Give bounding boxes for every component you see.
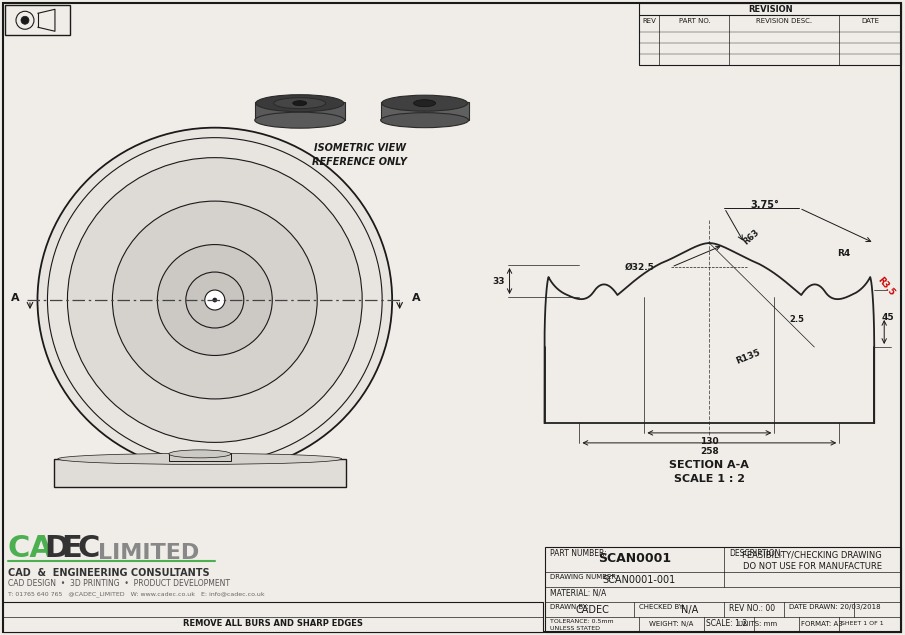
Text: WEIGHT: N/A: WEIGHT: N/A: [649, 621, 693, 627]
Bar: [545, 547, 901, 632]
Text: CAD  &  ENGINEERING CONSULTANTS: CAD & ENGINEERING CONSULTANTS: [8, 568, 210, 578]
Text: CA: CA: [8, 534, 54, 563]
Text: SCALE: 1:2: SCALE: 1:2: [707, 619, 748, 628]
Text: MATERIAL: N/A: MATERIAL: N/A: [549, 589, 605, 598]
Text: R63: R63: [741, 228, 761, 246]
Text: 45: 45: [881, 312, 894, 321]
Text: PART NO.: PART NO.: [679, 18, 710, 24]
Text: REV: REV: [643, 18, 656, 24]
Text: ISOMETRIC VIEW
REFERENCE ONLY: ISOMETRIC VIEW REFERENCE ONLY: [312, 143, 407, 167]
Text: SHEET 1 OF 1: SHEET 1 OF 1: [842, 621, 884, 626]
Bar: [381, 102, 469, 120]
Ellipse shape: [292, 101, 307, 105]
Text: UNLESS STATED: UNLESS STATED: [549, 625, 599, 631]
Ellipse shape: [382, 95, 468, 111]
Text: DATE: DATE: [862, 18, 880, 24]
Text: DATE DRAWN: 20/03/2018: DATE DRAWN: 20/03/2018: [789, 604, 881, 610]
Ellipse shape: [68, 157, 362, 443]
Text: CAD DESIGN  •  3D PRINTING  •  PRODUCT DEVELOPMENT: CAD DESIGN • 3D PRINTING • PRODUCT DEVEL…: [8, 578, 230, 588]
Text: FORMAT: A3: FORMAT: A3: [801, 621, 843, 627]
Text: REV NO.: 00: REV NO.: 00: [729, 604, 776, 613]
Bar: [54, 459, 346, 487]
Text: 3.75°: 3.75°: [750, 200, 778, 210]
Ellipse shape: [273, 98, 326, 109]
Text: N/A: N/A: [681, 605, 698, 615]
Text: REVISION: REVISION: [748, 5, 793, 14]
Text: DRAWING NUMBER:: DRAWING NUMBER:: [549, 574, 618, 580]
Text: C: C: [78, 534, 100, 563]
Text: FEASIBILITY/CHECKING DRAWING
DO NOT USE FOR MANUFACTURE: FEASIBILITY/CHECKING DRAWING DO NOT USE …: [742, 551, 882, 571]
Ellipse shape: [58, 453, 342, 464]
Text: SCAN0001: SCAN0001: [598, 552, 671, 565]
Ellipse shape: [21, 17, 29, 24]
Bar: [3, 602, 542, 632]
Text: REVISION DESC.: REVISION DESC.: [757, 18, 813, 24]
Ellipse shape: [157, 244, 272, 356]
Text: D: D: [44, 534, 69, 563]
Text: SECTION A-A
SCALE 1 : 2: SECTION A-A SCALE 1 : 2: [670, 460, 749, 484]
Text: PART NUMBER:: PART NUMBER:: [549, 549, 606, 558]
Text: R135: R135: [734, 348, 761, 366]
Ellipse shape: [213, 298, 217, 302]
Text: UNITS: mm: UNITS: mm: [738, 621, 776, 627]
Ellipse shape: [414, 100, 435, 107]
Text: SCAN0001-001: SCAN0001-001: [603, 575, 676, 585]
Text: TOLERANCE: 0.5mm: TOLERANCE: 0.5mm: [549, 618, 613, 624]
Bar: [169, 453, 231, 461]
Text: CADEC: CADEC: [576, 605, 609, 615]
Text: LIMITED: LIMITED: [98, 543, 199, 563]
Ellipse shape: [256, 95, 344, 112]
Text: CHECKED BY:: CHECKED BY:: [640, 604, 685, 610]
Text: A: A: [412, 293, 420, 303]
Text: REMOVE ALL BURS AND SHARP EDGES: REMOVE ALL BURS AND SHARP EDGES: [183, 619, 363, 628]
Bar: [255, 102, 345, 120]
Text: E: E: [61, 534, 81, 563]
Text: 33: 33: [492, 276, 505, 286]
Text: A: A: [12, 293, 20, 303]
Ellipse shape: [37, 128, 392, 472]
Text: 258: 258: [700, 447, 719, 456]
Text: DRAWN BY:: DRAWN BY:: [549, 604, 588, 610]
Ellipse shape: [255, 112, 345, 128]
Bar: [640, 3, 901, 65]
Ellipse shape: [47, 138, 382, 462]
Bar: [5, 5, 70, 36]
Text: 2.5: 2.5: [790, 315, 805, 324]
Text: T: 01765 640 765   @CADEC_LIMITED   W: www.cadec.co.uk   E: info@cadec.co.uk: T: 01765 640 765 @CADEC_LIMITED W: www.c…: [8, 591, 264, 597]
Ellipse shape: [381, 112, 469, 128]
Text: 130: 130: [700, 437, 719, 446]
Ellipse shape: [169, 450, 231, 458]
Text: R4: R4: [837, 248, 851, 258]
Ellipse shape: [112, 201, 318, 399]
Ellipse shape: [186, 272, 243, 328]
Ellipse shape: [205, 290, 224, 310]
Text: R3.5: R3.5: [876, 276, 897, 298]
Text: DESCRIPTION:: DESCRIPTION:: [729, 549, 783, 558]
Text: Ø32.5: Ø32.5: [624, 262, 654, 272]
